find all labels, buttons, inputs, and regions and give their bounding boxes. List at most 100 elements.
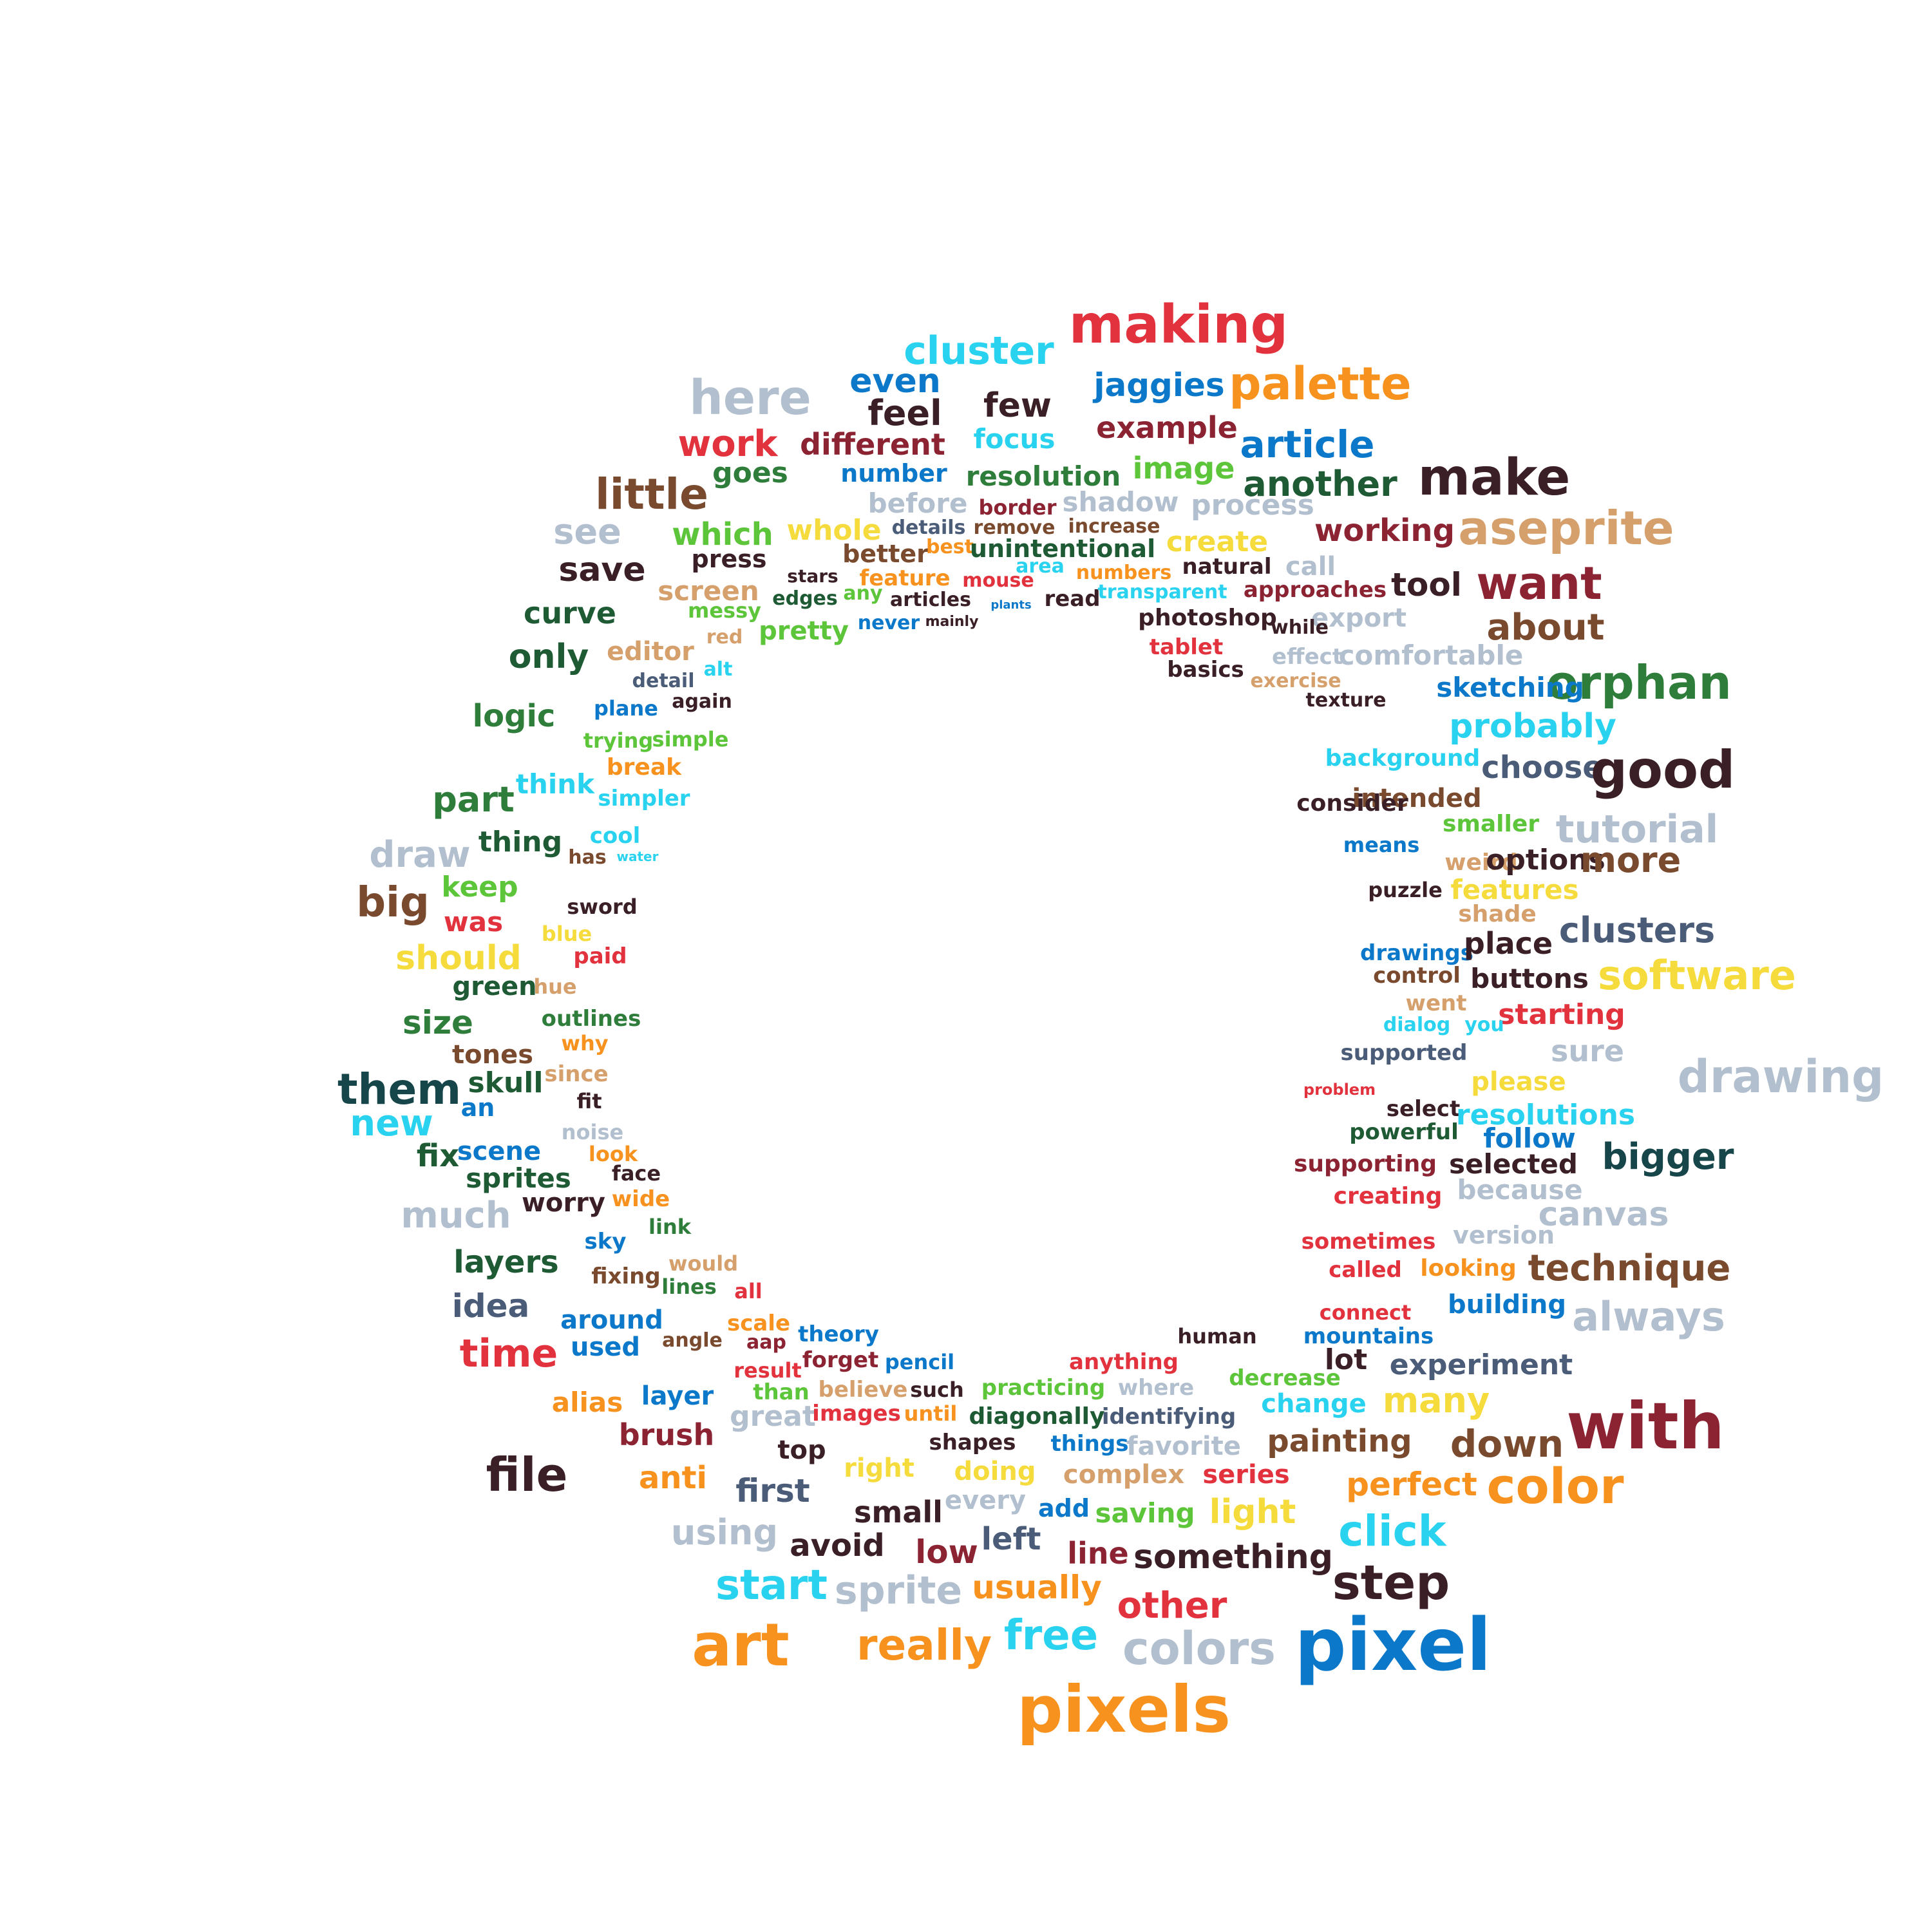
cloud-word: layer (641, 1381, 714, 1411)
cloud-word: great (730, 1400, 816, 1433)
cloud-word: starting (1498, 998, 1625, 1031)
cloud-word: powerful (1349, 1119, 1459, 1145)
cloud-word: outlines (541, 1006, 641, 1032)
cloud-word: want (1476, 557, 1602, 610)
cloud-word: green (452, 972, 537, 1001)
cloud-word: them (337, 1065, 462, 1114)
cloud-word: focus (973, 423, 1056, 455)
cloud-word: believe (818, 1377, 908, 1403)
cloud-word: angle (662, 1329, 723, 1352)
cloud-word: even (849, 362, 941, 401)
cloud-word: mainly (925, 614, 979, 630)
cloud-word: human (1177, 1324, 1257, 1349)
cloud-word: click (1338, 1506, 1446, 1556)
cloud-word: line (1067, 1536, 1129, 1571)
cloud-word: basics (1167, 657, 1244, 683)
cloud-word: shapes (929, 1430, 1016, 1455)
cloud-word: things (1050, 1431, 1129, 1457)
cloud-word: example (1096, 410, 1238, 445)
cloud-word: effect (1271, 644, 1343, 670)
cloud-word: pixels (1017, 1672, 1231, 1747)
cloud-word: start (715, 1562, 828, 1609)
cloud-word: alias (551, 1387, 623, 1418)
cloud-word: trying (583, 728, 654, 753)
cloud-word: photoshop (1138, 605, 1277, 631)
cloud-word: much (401, 1195, 511, 1236)
cloud-word: problem (1303, 1081, 1376, 1099)
cloud-word: remove (973, 516, 1056, 539)
cloud-word: look (588, 1142, 638, 1166)
cloud-word: feature (859, 565, 951, 591)
cloud-word: smaller (1442, 811, 1540, 837)
cloud-word: all (734, 1279, 762, 1303)
cloud-word: please (1471, 1067, 1566, 1097)
cloud-word: aseprite (1458, 501, 1674, 555)
cloud-word: selected (1449, 1148, 1578, 1180)
cloud-word: aap (746, 1331, 786, 1354)
cloud-word: about (1486, 607, 1605, 649)
cloud-word: than (753, 1379, 810, 1405)
cloud-word: numbers (1075, 562, 1172, 584)
cloud-word: worry (522, 1188, 605, 1218)
cloud-word: sky (584, 1229, 627, 1255)
cloud-word: shade (1458, 901, 1537, 927)
cloud-word: practicing (981, 1375, 1106, 1401)
cloud-word: every (944, 1486, 1027, 1515)
cloud-word: should (395, 939, 522, 978)
cloud-word: making (1068, 294, 1289, 355)
cloud-word: few (983, 386, 1052, 425)
cloud-word: exercise (1250, 670, 1341, 692)
cloud-word: image (1132, 451, 1235, 486)
cloud-word: stars (787, 565, 838, 587)
cloud-word: face (611, 1161, 661, 1186)
cloud-word: painting (1267, 1423, 1412, 1459)
cloud-word: time (459, 1331, 558, 1376)
cloud-word: alt (703, 658, 733, 681)
cloud-word: call (1285, 552, 1336, 582)
cloud-word: diagonally (969, 1403, 1105, 1430)
cloud-word: anything (1069, 1349, 1179, 1375)
cloud-word: version (1452, 1221, 1555, 1249)
cloud-word: right (844, 1454, 914, 1483)
cloud-word: make (1417, 449, 1571, 507)
cloud-word: technique (1528, 1247, 1731, 1289)
cloud-word: lines (661, 1274, 717, 1299)
cloud-word: result (734, 1358, 802, 1383)
cloud-word: select (1386, 1096, 1461, 1122)
cloud-word: first (735, 1472, 810, 1510)
cloud-word: choose (1481, 750, 1604, 786)
cloud-word: sure (1550, 1034, 1625, 1068)
cloud-word: has (568, 846, 607, 869)
cloud-word: any (843, 582, 883, 605)
cloud-word: article (1240, 422, 1375, 466)
cloud-word: usually (972, 1569, 1102, 1606)
cloud-word: forget (802, 1347, 879, 1373)
cloud-word: puzzle (1368, 878, 1443, 902)
cloud-word: means (1343, 833, 1420, 857)
cloud-word: identifying (1101, 1404, 1236, 1430)
cloud-word: consider (1296, 790, 1408, 817)
cloud-word: create (1166, 526, 1269, 558)
cloud-word: screen (658, 575, 759, 607)
cloud-word: details (891, 516, 966, 539)
cloud-word: software (1598, 952, 1796, 999)
cloud-word: sword (567, 895, 638, 919)
cloud-word: low (915, 1533, 978, 1571)
cloud-word: always (1572, 1293, 1725, 1340)
cloud-word: detail (632, 670, 695, 692)
cloud-word: area (1016, 555, 1065, 578)
cloud-word: before (867, 488, 968, 519)
cloud-word: many (1382, 1380, 1490, 1421)
cloud-word: paid (573, 943, 627, 969)
cloud-word: probably (1449, 707, 1616, 746)
cloud-word: logic (472, 698, 556, 734)
cloud-word: cool (589, 823, 641, 849)
cloud-word: press (691, 545, 767, 573)
cloud-word: never (857, 612, 920, 634)
cloud-word: red (706, 626, 743, 649)
cloud-word: here (689, 370, 811, 426)
cloud-word: draw (369, 834, 471, 876)
cloud-word: control (1373, 963, 1461, 989)
cloud-word: since (544, 1061, 609, 1087)
